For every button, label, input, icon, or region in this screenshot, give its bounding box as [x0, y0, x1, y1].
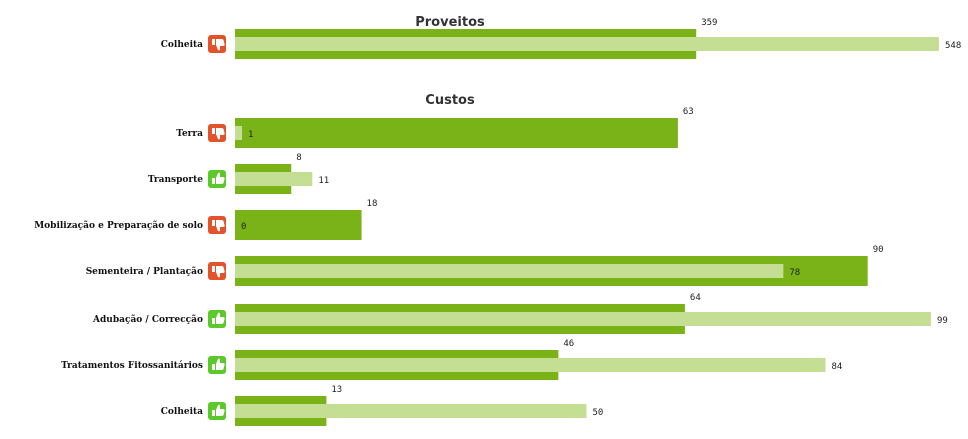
thumb-up-icon	[208, 402, 226, 420]
thumb-down-icon	[208, 124, 226, 142]
bar-light	[235, 404, 587, 418]
value-label-dark: 18	[367, 199, 378, 209]
value-label-light: 1	[248, 130, 253, 140]
category-label: Terra	[176, 129, 203, 139]
value-label-dark: 8	[296, 153, 301, 163]
thumb-up-icon	[208, 170, 226, 188]
thumb-down-icon	[208, 216, 226, 234]
value-label-light: 84	[832, 362, 843, 372]
category-label: Colheita	[161, 40, 203, 50]
thumb-down-icon	[208, 262, 226, 280]
category-label: Mobilização e Preparação de solo	[34, 220, 203, 231]
thumb-up-icon	[208, 310, 226, 328]
value-label-dark: 64	[690, 293, 701, 303]
value-label-dark: 13	[331, 385, 342, 395]
category-label: Sementeira / Plantação	[86, 266, 203, 277]
bar-light	[235, 172, 313, 186]
category-label: Colheita	[161, 407, 203, 417]
category-label: Transporte	[148, 175, 203, 185]
value-label-dark: 46	[563, 339, 574, 349]
bar-dark	[235, 118, 678, 148]
category-label: Adubação / Correcção	[92, 314, 203, 325]
thumb-down-icon	[208, 35, 226, 53]
section-title: Custos	[425, 93, 475, 108]
bar-light	[235, 312, 931, 326]
value-label-light: 50	[593, 408, 604, 418]
section-title: Proveitos	[415, 15, 485, 30]
value-label-dark: 90	[873, 245, 884, 255]
value-label-light: 11	[318, 176, 329, 186]
value-label-dark: 63	[683, 107, 694, 117]
value-label-dark: 359	[701, 18, 717, 28]
bar-light	[235, 358, 826, 372]
bar-light	[235, 264, 784, 278]
category-label: Tratamentos Fitossanitários	[61, 360, 203, 371]
bar-light	[235, 37, 939, 51]
value-label-light: 0	[241, 222, 246, 232]
value-label-light: 78	[789, 268, 800, 278]
value-label-light: 548	[945, 41, 961, 51]
bar-dark	[235, 210, 362, 240]
bar-light	[235, 126, 243, 140]
thumb-up-icon	[208, 356, 226, 374]
value-label-light: 99	[937, 316, 948, 326]
